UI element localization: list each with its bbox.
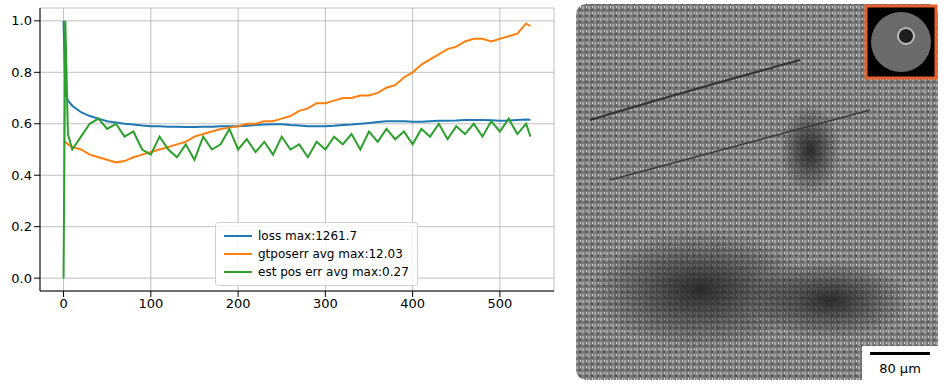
html-text:est pos err avg max:0.27: est pos err avg max:0.27: [258, 265, 409, 279]
svg-text:1.0: 1.0: [11, 13, 32, 28]
svg-text:300: 300: [313, 296, 338, 311]
svg-text:0.0: 0.0: [11, 271, 32, 286]
svg-text:100: 100: [138, 296, 163, 311]
svg-text:0.8: 0.8: [11, 65, 32, 80]
html-text:gtposerr avg max:12.03: gtposerr avg max:12.03: [258, 247, 403, 261]
svg-text:0.2: 0.2: [11, 219, 32, 234]
svg-text:500: 500: [487, 296, 512, 311]
svg-text:200: 200: [226, 296, 251, 311]
svg-text:0: 0: [59, 296, 67, 311]
html-text:loss max:1261.7: loss max:1261.7: [258, 229, 358, 243]
svg-text:0.6: 0.6: [11, 116, 32, 131]
svg-text:80 µm: 80 µm: [879, 361, 921, 376]
svg-text:0.4: 0.4: [11, 168, 32, 183]
svg-text:400: 400: [400, 296, 425, 311]
